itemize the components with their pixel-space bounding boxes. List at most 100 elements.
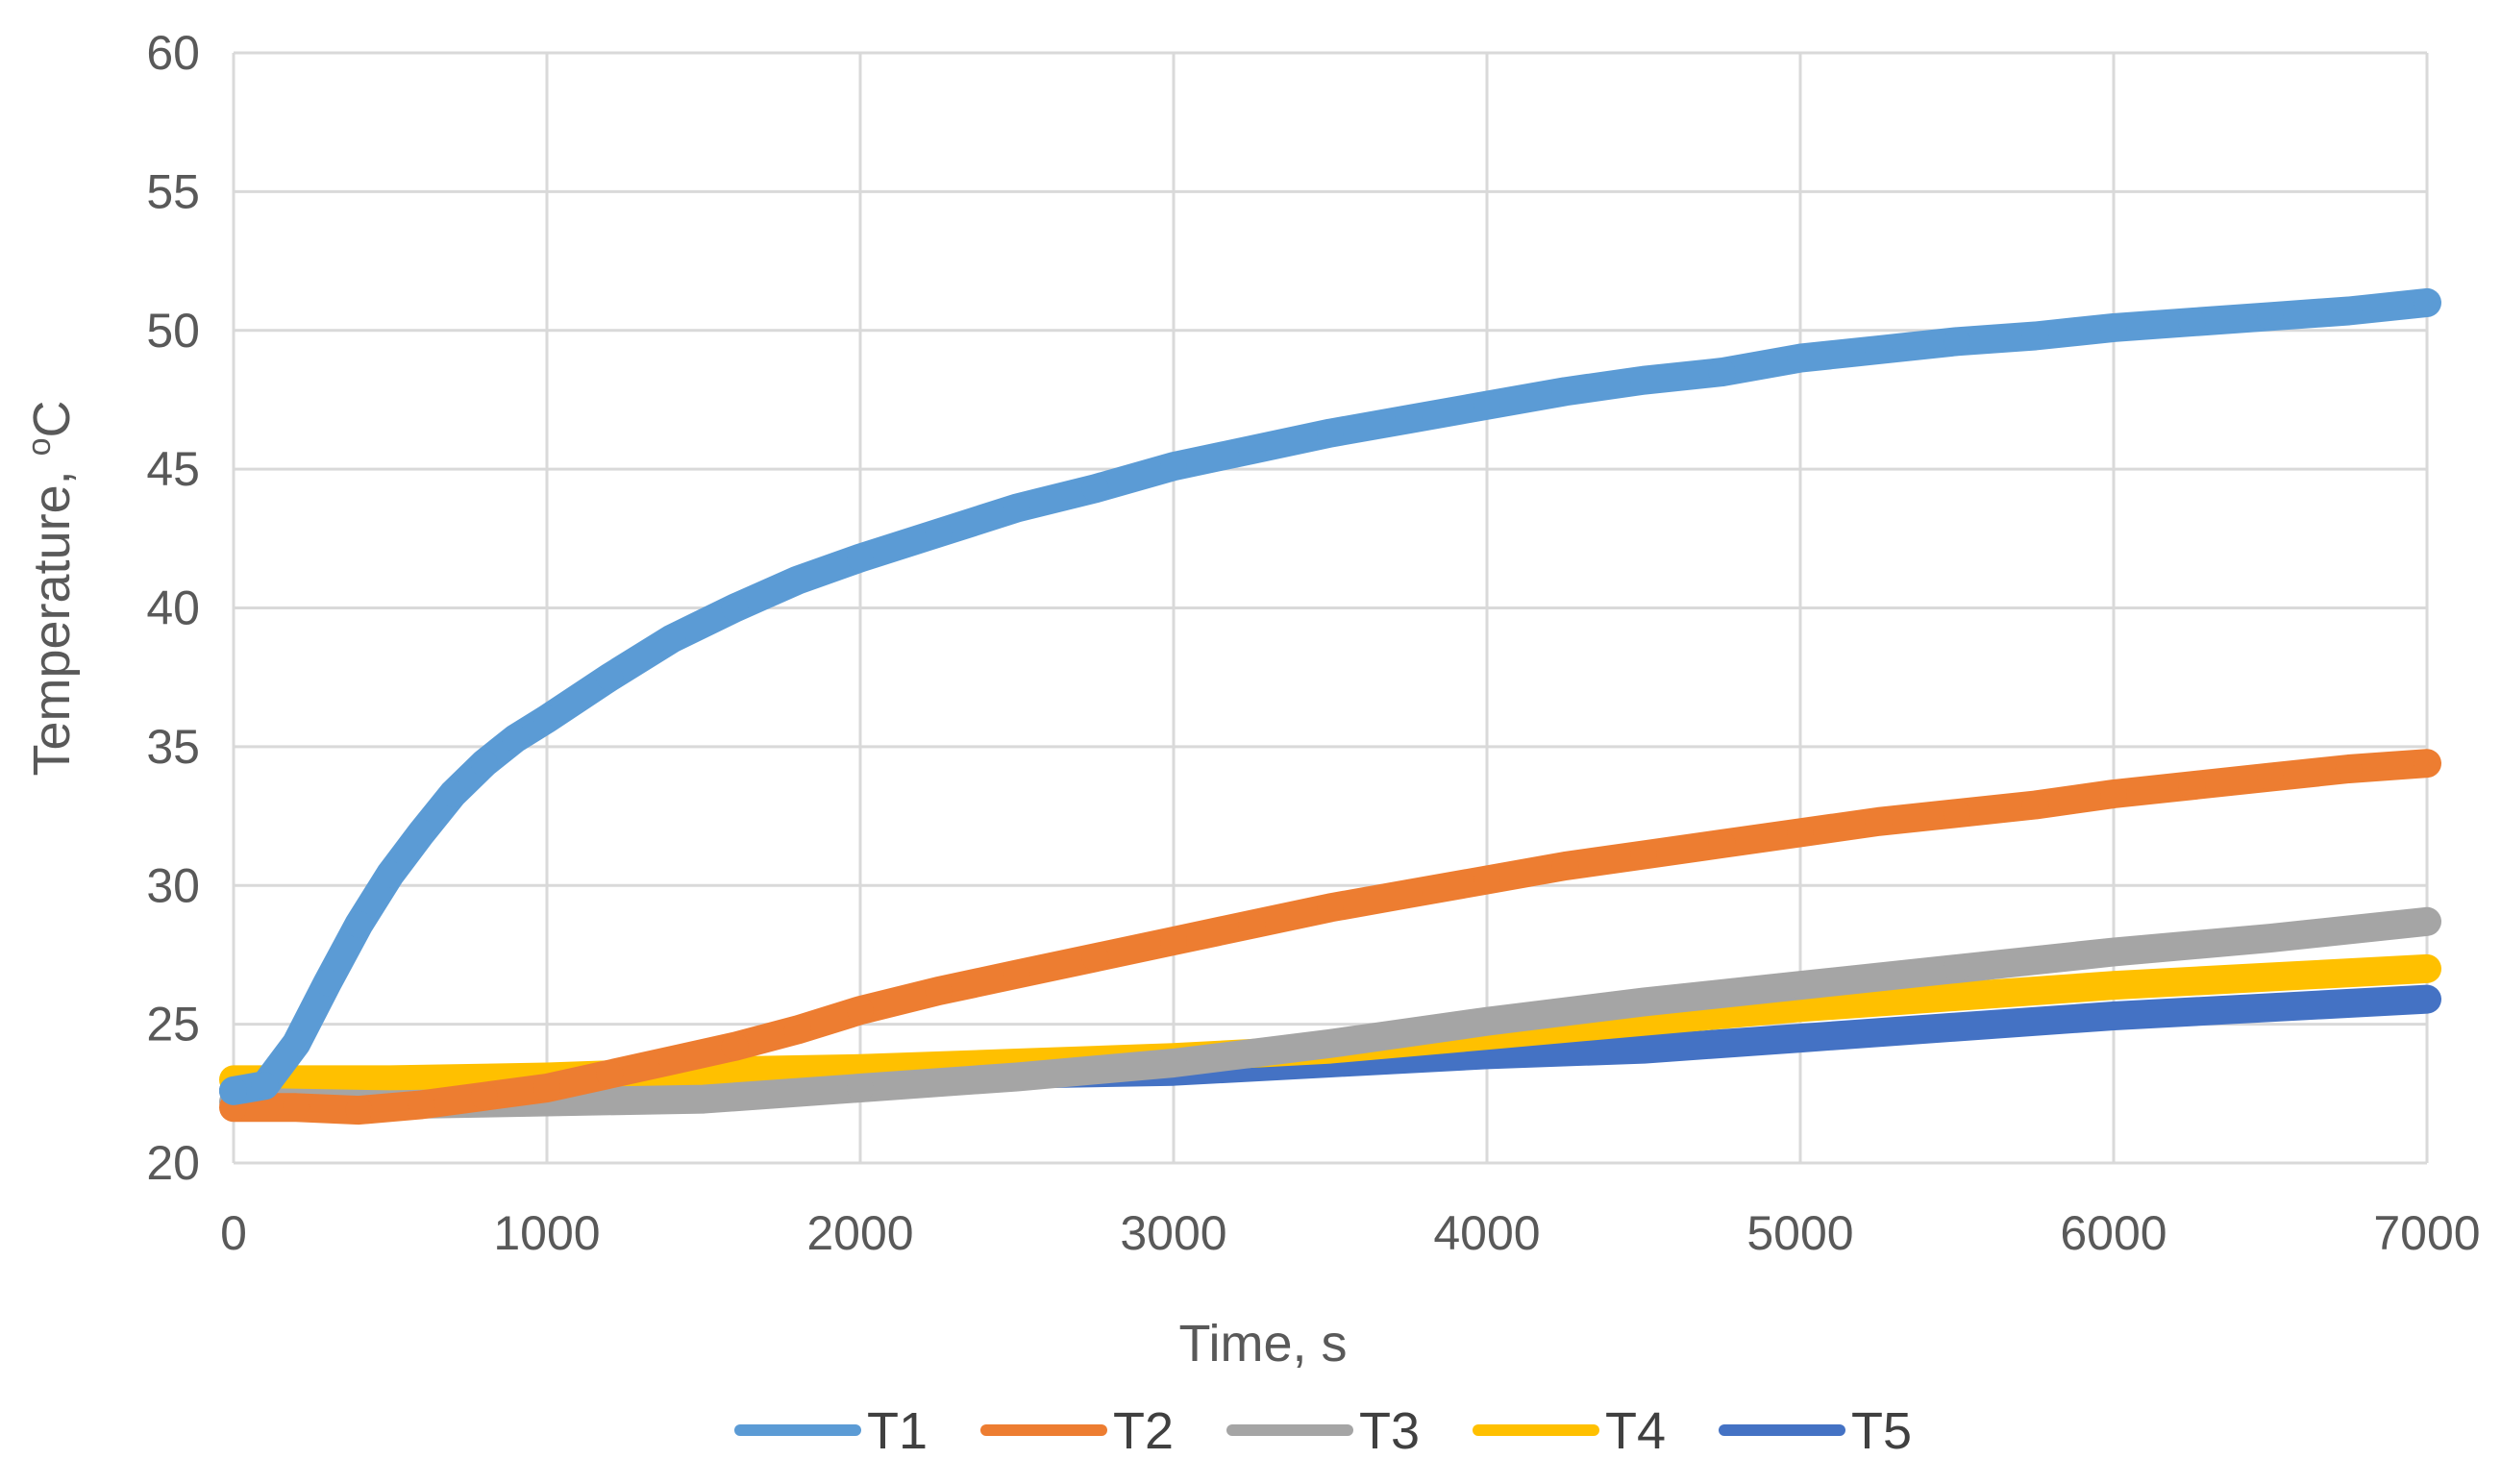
data-point-t2 <box>1865 807 1893 835</box>
grid <box>232 51 2429 1165</box>
data-point-t2 <box>721 1032 749 1060</box>
data-point-t3 <box>2100 938 2127 966</box>
data-point-t1 <box>2257 303 2284 331</box>
data-point-t5 <box>1630 1035 1657 1063</box>
y-tick-label: 30 <box>146 858 200 912</box>
data-point-t2 <box>408 1091 435 1119</box>
data-point-t5 <box>2257 994 2284 1022</box>
data-point-t1 <box>533 705 560 732</box>
data-point-t2 <box>470 1082 498 1110</box>
data-point-t2 <box>1081 944 1109 972</box>
data-point-t5 <box>1944 1013 1970 1041</box>
y-tick-label: 55 <box>146 164 200 218</box>
data-point-t2 <box>1630 841 1657 869</box>
y-axis-title: Temperature, oC <box>21 400 81 776</box>
y-axis-title-unit: C <box>23 400 81 437</box>
data-point-t1 <box>220 1076 247 1104</box>
data-point-t1 <box>2335 297 2363 325</box>
data-point-t3 <box>1473 1007 1500 1035</box>
x-tick-label: 0 <box>220 1206 247 1260</box>
data-point-t2 <box>2178 772 2206 800</box>
data-point-t1 <box>1944 328 1970 356</box>
legend-label: T3 <box>1359 1402 1420 1460</box>
data-point-t1 <box>1160 453 1187 481</box>
y-axis-title-superscript: o <box>21 437 58 456</box>
data-point-t1 <box>502 725 530 753</box>
data-point-t1 <box>1630 366 1657 394</box>
y-axis-ticks: 20 25 30 35 40 45 50 55 60 <box>146 26 200 1190</box>
data-point-t2 <box>533 1075 560 1101</box>
data-point-t1 <box>1787 344 1814 372</box>
data-point-t2 <box>1944 800 1970 828</box>
data-point-t2 <box>1473 866 1500 894</box>
data-point-t1 <box>658 625 686 653</box>
data-point-t4 <box>1944 982 1970 1010</box>
data-point-t1 <box>2414 288 2440 316</box>
data-point-t1 <box>2100 313 2127 341</box>
data-point-t1 <box>283 1029 310 1057</box>
data-point-t2 <box>1395 879 1423 907</box>
x-tick-label: 4000 <box>1433 1206 1540 1260</box>
data-point-t4 <box>2257 963 2284 991</box>
data-point-t1 <box>1238 435 1266 463</box>
data-point-t1 <box>313 969 341 997</box>
data-point-t1 <box>925 519 953 547</box>
data-point-t2 <box>925 977 953 1004</box>
x-tick-label: 3000 <box>1120 1206 1226 1260</box>
data-point-t1 <box>1003 494 1030 522</box>
x-tick-label: 7000 <box>2373 1206 2480 1260</box>
data-point-t1 <box>1081 475 1109 503</box>
x-tick-label: 2000 <box>806 1206 913 1260</box>
data-point-t1 <box>439 780 467 807</box>
data-point-t1 <box>377 860 404 888</box>
data-point-t1 <box>1395 406 1423 433</box>
data-point-t1 <box>408 819 435 847</box>
data-point-t1 <box>596 663 624 691</box>
data-point-t1 <box>847 544 874 572</box>
y-tick-label: 50 <box>146 304 200 358</box>
x-tick-label: 6000 <box>2060 1206 2167 1260</box>
legend-item-t1: T1 <box>734 1402 928 1460</box>
data-point-t2 <box>1787 819 1814 847</box>
data-point-t1 <box>2021 322 2049 350</box>
data-point-t1 <box>783 566 811 594</box>
data-point-t2 <box>2100 780 2127 807</box>
y-tick-label: 20 <box>146 1136 200 1190</box>
data-point-t1 <box>1865 336 1893 363</box>
legend-label: T1 <box>867 1402 928 1460</box>
data-point-t3 <box>1160 1050 1187 1076</box>
series-group <box>219 287 2441 1125</box>
data-point-t2 <box>596 1060 624 1088</box>
x-axis-ticks: 0 1000 2000 3000 4000 5000 6000 7000 <box>220 1206 2481 1260</box>
x-axis-title: Time, s <box>1179 1315 1348 1373</box>
data-point-t2 <box>2257 763 2284 791</box>
data-point-t4 <box>2414 954 2440 982</box>
y-tick-label: 25 <box>146 998 200 1051</box>
data-point-t5 <box>2414 985 2440 1013</box>
data-point-t3 <box>690 1085 717 1113</box>
data-point-t2 <box>658 1047 686 1075</box>
data-point-t5 <box>1787 1025 1814 1052</box>
data-point-t4 <box>1787 994 1814 1022</box>
legend-item-t3: T3 <box>1226 1402 1420 1460</box>
data-point-t3 <box>1787 972 1814 1000</box>
data-point-t1 <box>1317 419 1344 447</box>
data-point-t2 <box>783 1016 811 1044</box>
data-point-t2 <box>847 997 874 1025</box>
data-point-t3 <box>2414 907 2440 935</box>
data-point-t3 <box>1003 1063 1030 1091</box>
data-point-t2 <box>1708 829 1736 857</box>
data-point-t5 <box>2100 1002 2127 1029</box>
legend-item-t2: T2 <box>980 1402 1174 1460</box>
data-point-t3 <box>1317 1029 1344 1057</box>
data-point-t2 <box>283 1094 310 1122</box>
data-point-t4 <box>377 1066 404 1094</box>
y-axis-title-text: Temperature, <box>23 456 81 776</box>
data-point-t2 <box>1003 960 1030 988</box>
data-point-t2 <box>1160 928 1187 954</box>
data-point-t1 <box>251 1072 279 1100</box>
legend: T1 T2 T3 T4 T5 <box>734 1402 1912 1460</box>
legend-item-t4: T4 <box>1473 1402 1666 1460</box>
data-point-t2 <box>1238 910 1266 938</box>
